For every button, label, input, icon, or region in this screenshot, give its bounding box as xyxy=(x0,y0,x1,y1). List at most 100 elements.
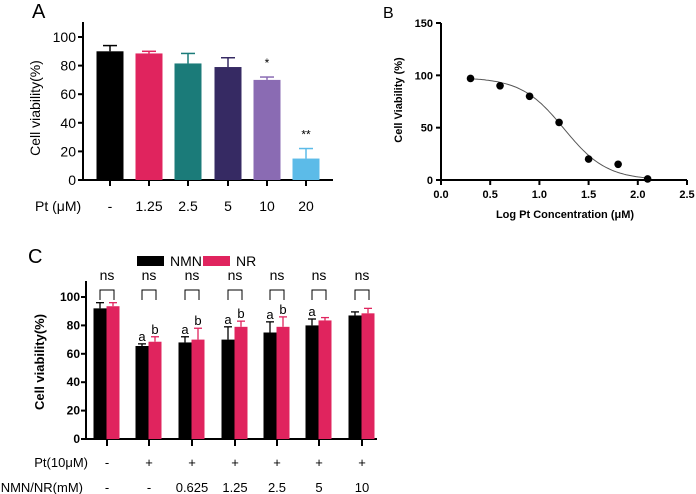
comparison-bracket xyxy=(99,289,115,300)
significance-marker: * xyxy=(265,56,270,70)
comparison-label: ns xyxy=(142,267,157,283)
panel-label-c: C xyxy=(28,246,42,268)
pt-row-value: - xyxy=(105,455,109,470)
x-tick-label: - xyxy=(108,198,113,214)
data-point xyxy=(584,155,593,163)
significance-letter: b xyxy=(279,302,286,317)
significance-letter: a xyxy=(266,307,274,322)
bar xyxy=(214,67,242,180)
bar-nmn xyxy=(135,345,149,439)
dose-row-value: 0.625 xyxy=(176,480,209,494)
comparison-bracket xyxy=(269,289,285,300)
bar-nr xyxy=(234,326,248,439)
y-tick-label: 40 xyxy=(60,115,76,131)
dose-row-value: 1.25 xyxy=(222,480,247,494)
bar-nmn xyxy=(221,339,235,439)
bar xyxy=(96,51,124,180)
legend-label-nr: NR xyxy=(236,253,256,269)
pt-row-value: + xyxy=(315,455,323,470)
data-point xyxy=(555,118,563,127)
x-tick-label: 0.0 xyxy=(433,189,448,201)
dose-row-value: - xyxy=(105,480,109,494)
comparison-label: ns xyxy=(355,267,370,283)
data-point xyxy=(643,175,652,183)
panel-a-chart: 0 20 40 60 80 100 Cell viability(%) - 1.25 2.5 5 10… xyxy=(27,22,333,214)
pt-row-value: + xyxy=(273,455,281,470)
y-tick-label: 0 xyxy=(427,175,433,187)
bar xyxy=(135,53,163,180)
comparison-label: ns xyxy=(185,267,200,283)
y-axis-title: Cell Viability (%) xyxy=(393,57,405,143)
bar xyxy=(174,63,202,180)
bar-nmn xyxy=(305,325,319,439)
panel-label-b: B xyxy=(383,5,394,22)
pt-row-value: + xyxy=(231,455,239,470)
comparison-label: ns xyxy=(312,267,327,283)
significance-letter: b xyxy=(237,306,244,321)
x-tick-label: 1.25 xyxy=(135,198,162,214)
dose-row-value: 2.5 xyxy=(268,480,286,494)
bar-nmn xyxy=(348,315,362,439)
significance-letter: b xyxy=(194,313,201,328)
data-point xyxy=(525,92,534,101)
bar xyxy=(292,158,320,180)
x-tick-label: 2.5 xyxy=(679,189,694,201)
dose-row-value: - xyxy=(147,480,151,494)
pt-row-value: + xyxy=(358,455,366,470)
legend-label-nmn: NMN xyxy=(170,253,202,269)
y-tick-label: 100 xyxy=(415,70,433,82)
comparison-bracket xyxy=(184,289,200,300)
dose-row-value: 5 xyxy=(315,480,322,494)
x-tick-label: 20 xyxy=(298,198,314,214)
panel-label-a: A xyxy=(32,1,46,23)
y-tick-label: 80 xyxy=(67,318,81,332)
x-axis-title: Log Pt Concentration (μM) xyxy=(496,209,634,221)
dose-row-value: 10 xyxy=(355,480,369,494)
x-tick-label: 10 xyxy=(259,198,275,214)
significance-letter: b xyxy=(151,322,158,337)
significance-letter: a xyxy=(308,304,316,319)
significance-letter: a xyxy=(138,329,146,344)
significance-letter: a xyxy=(224,312,232,327)
bar-nr xyxy=(106,306,120,439)
y-axis-title: Cell viability(%) xyxy=(27,60,43,156)
comparison-label: ns xyxy=(270,267,285,283)
significance-marker: ** xyxy=(301,128,311,142)
x-tick-label: 0.5 xyxy=(483,189,498,201)
x-axis-title: Pt (μM) xyxy=(35,198,81,214)
y-tick-label: 20 xyxy=(60,143,76,159)
y-tick-label: 100 xyxy=(60,290,80,304)
bar-nmn xyxy=(93,308,107,439)
y-tick-label: 60 xyxy=(67,347,81,361)
significance-letter: a xyxy=(181,322,189,337)
comparison-label: ns xyxy=(100,267,115,283)
y-tick-label: 0 xyxy=(73,432,80,446)
data-point xyxy=(466,74,475,83)
bar-nmn xyxy=(178,342,192,439)
bar-nr xyxy=(318,320,332,439)
bar-nr xyxy=(191,339,205,439)
bar-nmn xyxy=(263,332,277,439)
x-tick-label: 2.5 xyxy=(178,198,198,214)
row-label-dose: NMN/NR(mM) xyxy=(1,480,83,494)
legend-swatch-nmn xyxy=(137,256,164,266)
x-tick-label: 1.0 xyxy=(532,189,547,201)
comparison-label: ns xyxy=(228,267,243,283)
comparison-bracket xyxy=(354,289,370,300)
panel-b-chart: 0 50 100 150 0.0 0.5 1.0 1.5 2.0 2.5 Cell Viabilit… xyxy=(393,18,695,221)
x-tick-label: 1.5 xyxy=(581,189,596,201)
y-tick-label: 20 xyxy=(67,404,81,418)
y-tick-label: 50 xyxy=(421,123,433,135)
y-tick-label: 0 xyxy=(68,172,76,188)
y-tick-label: 60 xyxy=(60,86,76,102)
pt-row-value: + xyxy=(188,455,196,470)
data-point xyxy=(496,82,504,90)
bar xyxy=(253,79,281,180)
legend-swatch-nr xyxy=(203,256,230,266)
pt-row-value: + xyxy=(145,455,153,470)
bar-nr xyxy=(276,326,290,439)
comparison-bracket xyxy=(311,289,327,300)
y-tick-label: 40 xyxy=(67,375,81,389)
